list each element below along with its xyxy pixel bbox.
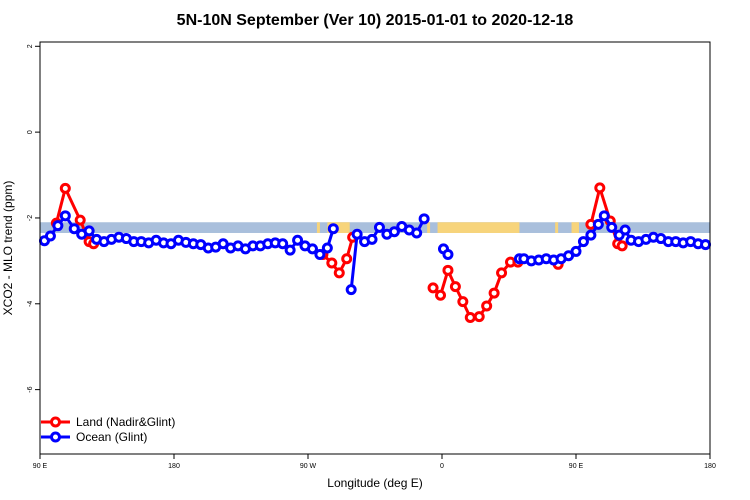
data-point: [598, 210, 610, 222]
x-tick-label: 0: [440, 463, 444, 470]
data-point: [314, 248, 326, 260]
land-band-segment: [316, 222, 320, 233]
land-band-segment: [437, 222, 520, 233]
data-point: [321, 242, 333, 254]
x-axis-label: Longitude (deg E): [327, 476, 422, 490]
x-axis: 90 E 180 90 W 0 90 E 180: [33, 454, 716, 470]
y-tick-label: -2: [27, 215, 34, 221]
land-band-segment: [555, 222, 559, 233]
data-point: [217, 238, 229, 250]
y-axis-label: XCO2 - MLO trend (ppm): [1, 181, 15, 316]
y-axis: 2 0 -2 -4 -6: [27, 44, 40, 393]
x-tick-label: 90 E: [569, 463, 584, 470]
plot-frame: [39, 41, 711, 455]
y-tick-label: -6: [27, 386, 34, 392]
data-point: [481, 300, 493, 312]
land-band-segment: [427, 222, 431, 233]
data-point: [570, 245, 582, 257]
chart-title: 5N-10N September (Ver 10) 2015-01-01 to …: [177, 12, 574, 29]
x-tick-label: 90 E: [33, 463, 48, 470]
data-point: [435, 289, 447, 301]
data-point: [606, 221, 618, 233]
data-layer: [38, 182, 712, 324]
data-point: [464, 312, 476, 324]
legend-land-label: Land (Nadir&Glint): [76, 415, 175, 429]
data-point: [68, 223, 80, 235]
data-point: [351, 228, 363, 240]
data-point: [585, 229, 597, 241]
data-point: [59, 182, 71, 194]
legend: Land (Nadir&Glint) Ocean (Glint): [41, 415, 175, 444]
y-tick-label: 2: [27, 44, 34, 48]
data-point: [44, 230, 56, 242]
data-point: [473, 311, 485, 323]
legend-ocean-label: Ocean (Glint): [76, 430, 147, 444]
legend-land-marker: [50, 416, 61, 428]
data-point: [449, 281, 461, 293]
data-point: [292, 234, 304, 246]
y-tick-label: 0: [27, 130, 34, 134]
data-point: [345, 284, 357, 296]
land-band-segment: [571, 222, 579, 233]
data-point: [326, 257, 338, 269]
x-tick-label: 180: [704, 463, 716, 470]
data-point: [700, 239, 712, 251]
data-point: [366, 233, 378, 245]
data-point: [388, 226, 400, 238]
data-point: [619, 224, 631, 236]
data-point: [442, 264, 454, 276]
data-point: [52, 220, 64, 232]
data-point: [333, 267, 345, 279]
data-point: [327, 223, 339, 235]
data-point: [284, 244, 296, 256]
data-point: [277, 238, 289, 250]
data-point: [83, 225, 95, 237]
data-point: [59, 210, 71, 222]
data-point: [341, 253, 353, 265]
data-point: [594, 182, 606, 194]
data-point: [496, 267, 508, 279]
data-point: [592, 218, 604, 230]
data-point: [306, 243, 318, 255]
legend-ocean-marker: [50, 431, 61, 443]
data-point: [418, 213, 430, 225]
data-point: [74, 214, 86, 226]
data-point: [427, 282, 439, 294]
data-point: [411, 227, 423, 239]
x-tick-label: 90 W: [300, 463, 317, 470]
data-point: [373, 221, 385, 233]
data-point: [488, 287, 500, 299]
x-tick-label: 180: [168, 463, 180, 470]
data-point: [442, 248, 454, 260]
series-ocean: [38, 210, 712, 296]
data-point: [563, 250, 575, 262]
data-point: [577, 236, 589, 248]
y-tick-label: -4: [27, 301, 34, 307]
series-land: [50, 182, 628, 324]
data-point: [616, 240, 628, 252]
data-point: [457, 296, 469, 308]
